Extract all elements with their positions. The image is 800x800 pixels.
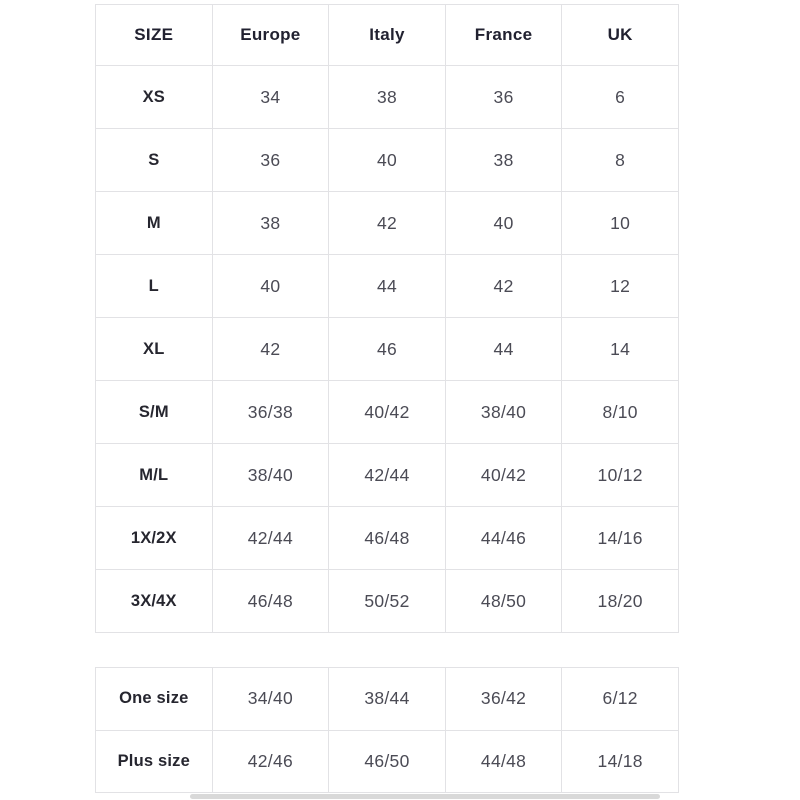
size-value: 38/44 <box>328 667 446 731</box>
size-label: 1X/2X <box>95 506 213 570</box>
column-header-size: SIZE <box>95 4 213 66</box>
size-value: 46/48 <box>211 569 330 633</box>
size-value: 48/50 <box>444 569 563 633</box>
size-value: 38/40 <box>211 443 330 507</box>
size-value: 50/52 <box>328 569 446 633</box>
size-value: 40 <box>211 254 330 318</box>
size-label: L <box>95 254 213 318</box>
size-value: 38/40 <box>444 380 563 444</box>
table-row-xs: XS 34 38 36 6 <box>95 65 679 129</box>
size-value: 38 <box>444 128 563 192</box>
size-value: 42/44 <box>211 506 330 570</box>
column-header-italy: Italy <box>328 4 446 66</box>
size-value: 14/16 <box>561 506 679 570</box>
size-value: 46/50 <box>328 729 446 793</box>
size-label: One size <box>95 667 213 731</box>
size-label: 3X/4X <box>95 569 213 633</box>
size-value: 42 <box>444 254 563 318</box>
table-row-m-l: M/L 38/40 42/44 40/42 10/12 <box>95 443 679 507</box>
size-value: 12 <box>561 254 679 318</box>
size-value: 6 <box>561 65 679 129</box>
size-value: 8 <box>561 128 679 192</box>
size-value: 44 <box>444 317 563 381</box>
table-row-one-size: One size 34/40 38/44 36/42 6/12 <box>95 667 679 731</box>
size-value: 40 <box>444 191 563 255</box>
table-row-3x-4x: 3X/4X 46/48 50/52 48/50 18/20 <box>95 569 679 633</box>
table-row-s: S 36 40 38 8 <box>95 128 679 192</box>
column-header-europe: Europe <box>211 4 330 66</box>
size-value: 10 <box>561 191 679 255</box>
size-value: 18/20 <box>561 569 679 633</box>
size-value: 40/42 <box>328 380 446 444</box>
size-label: XS <box>95 65 213 129</box>
size-conversion-table: SIZE Europe Italy France UK XS 34 38 36 … <box>95 4 679 633</box>
special-sizes-table: One size 34/40 38/44 36/42 6/12 Plus siz… <box>95 667 679 793</box>
size-value: 42/44 <box>328 443 446 507</box>
size-value: 10/12 <box>561 443 679 507</box>
table-row-1x-2x: 1X/2X 42/44 46/48 44/46 14/16 <box>95 506 679 570</box>
size-value: 36 <box>211 128 330 192</box>
size-value: 14/18 <box>561 729 679 793</box>
size-label: M/L <box>95 443 213 507</box>
header-row: SIZE Europe Italy France UK <box>95 4 679 66</box>
table-row-plus-size: Plus size 42/46 46/50 44/48 14/18 <box>95 729 679 793</box>
size-value: 6/12 <box>561 667 679 731</box>
size-value: 8/10 <box>561 380 679 444</box>
size-label: XL <box>95 317 213 381</box>
horizontal-scrollbar-thumb[interactable] <box>190 794 660 799</box>
size-value: 36/38 <box>211 380 330 444</box>
size-value: 34 <box>211 65 330 129</box>
size-value: 14 <box>561 317 679 381</box>
table-row-s-m: S/M 36/38 40/42 38/40 8/10 <box>95 380 679 444</box>
size-value: 42 <box>328 191 446 255</box>
size-value: 38 <box>211 191 330 255</box>
size-value: 42/46 <box>211 729 330 793</box>
size-label: Plus size <box>95 729 213 793</box>
size-value: 46 <box>328 317 446 381</box>
size-value: 34/40 <box>211 667 330 731</box>
column-header-uk: UK <box>561 4 679 66</box>
table-row-m: M 38 42 40 10 <box>95 191 679 255</box>
size-value: 40 <box>328 128 446 192</box>
column-header-france: France <box>444 4 563 66</box>
size-value: 44/46 <box>444 506 563 570</box>
table-row-xl: XL 42 46 44 14 <box>95 317 679 381</box>
size-value: 46/48 <box>328 506 446 570</box>
size-value: 44 <box>328 254 446 318</box>
size-value: 36 <box>444 65 563 129</box>
size-value: 38 <box>328 65 446 129</box>
size-label: S <box>95 128 213 192</box>
size-value: 44/48 <box>444 729 563 793</box>
size-label: S/M <box>95 380 213 444</box>
size-value: 40/42 <box>444 443 563 507</box>
table-row-l: L 40 44 42 12 <box>95 254 679 318</box>
size-value: 36/42 <box>444 667 563 731</box>
size-label: M <box>95 191 213 255</box>
size-value: 42 <box>211 317 330 381</box>
